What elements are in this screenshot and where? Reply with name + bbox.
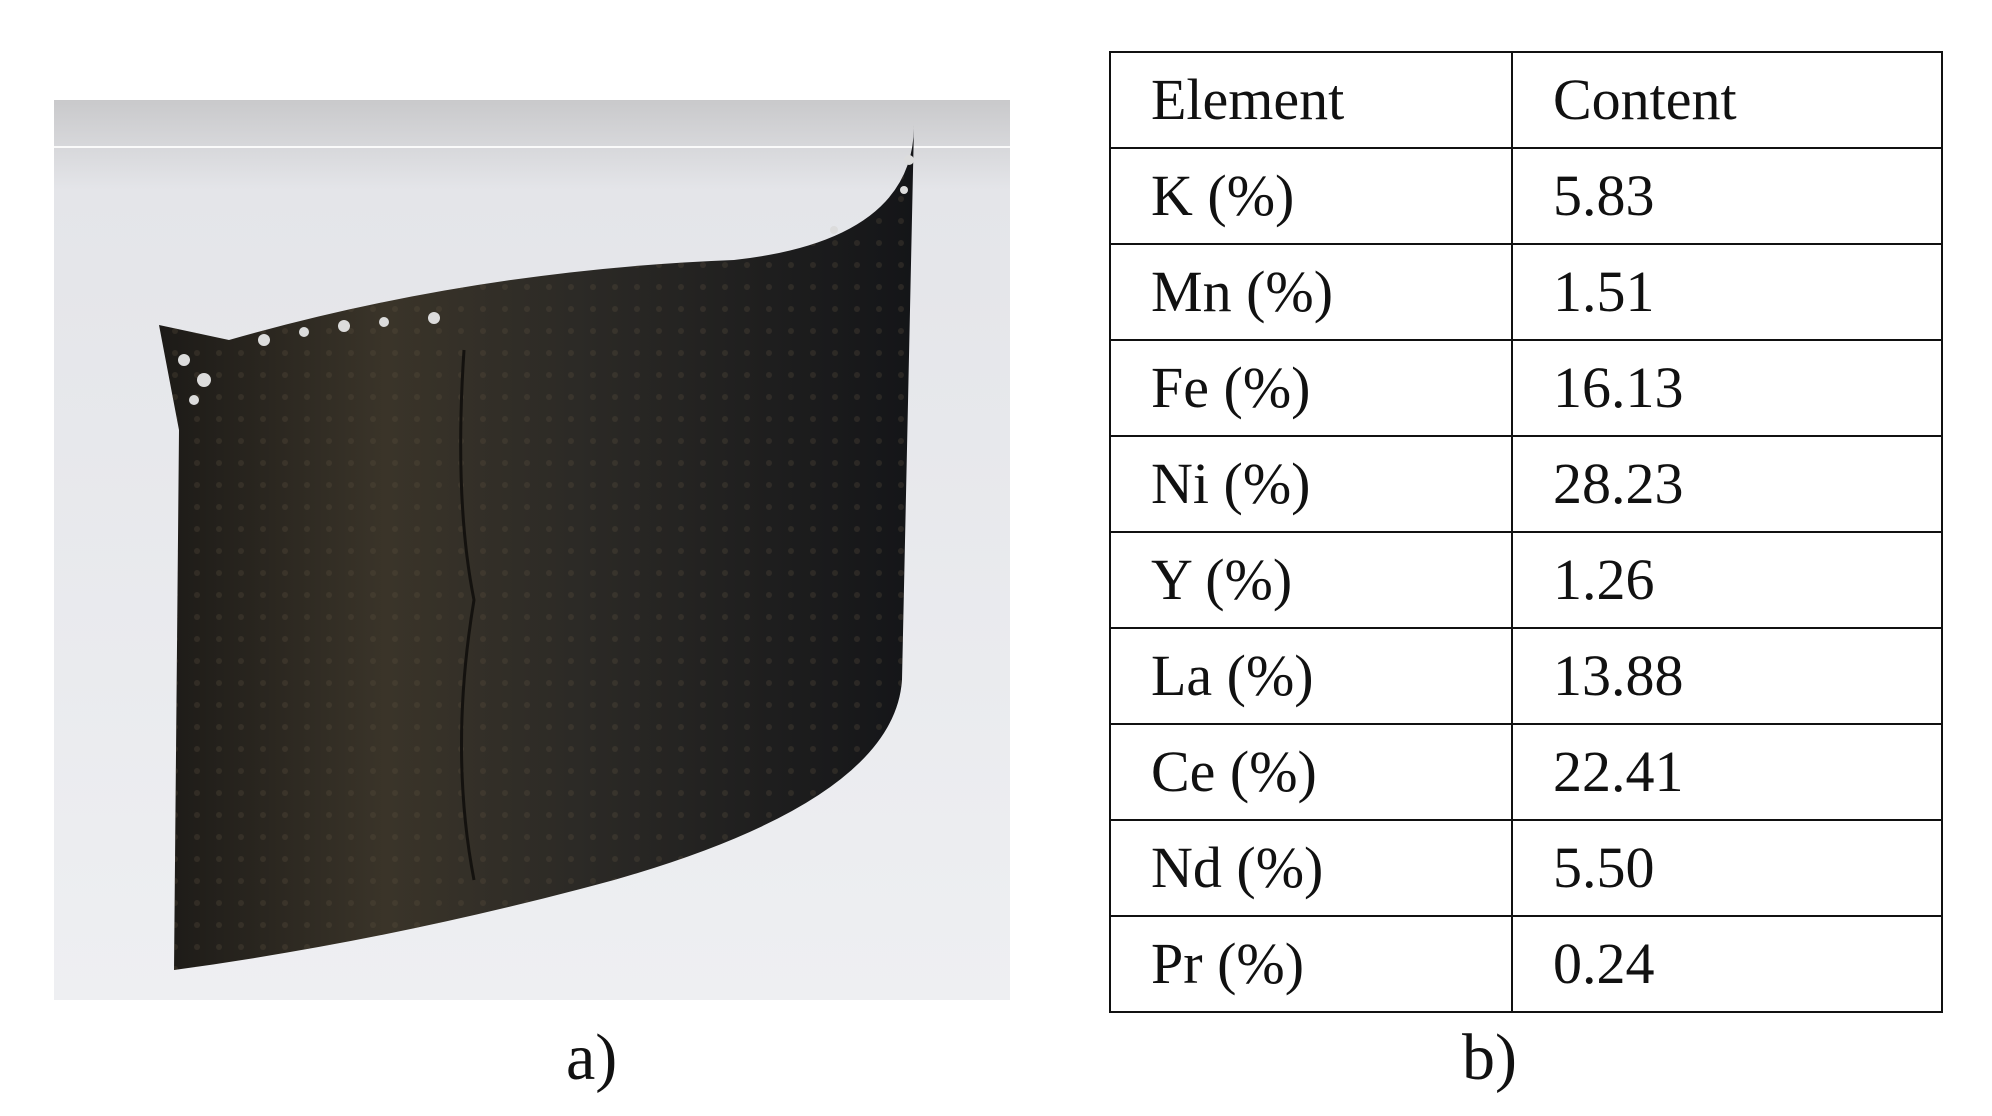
table-row-cell: 1.51 bbox=[1511, 243, 1943, 341]
table-row-cell: 13.88 bbox=[1511, 627, 1943, 725]
table-row: Pr (%) 0.24 bbox=[1109, 915, 1943, 1013]
photo bbox=[54, 100, 1010, 1000]
table-row-cell: 1.26 bbox=[1511, 531, 1943, 629]
table-row-cell: 28.23 bbox=[1511, 435, 1943, 533]
table-row-cell: Pr (%) bbox=[1109, 915, 1513, 1013]
table-row: Y (%) 1.26 bbox=[1109, 531, 1943, 629]
table-row: Ni (%) 28.23 bbox=[1109, 435, 1943, 533]
table-row: La (%) 13.88 bbox=[1109, 627, 1943, 725]
table-row-cell: Ce (%) bbox=[1109, 723, 1513, 821]
panel-label: a) bbox=[566, 1021, 618, 1094]
composition-table: Element Content K (%) 5.83 Mn (%) 1.51 Fe (%) 1… bbox=[1109, 51, 1943, 1013]
table-row-cell: Nd (%) bbox=[1109, 819, 1513, 917]
table-row: K (%) 5.83 bbox=[1109, 147, 1943, 245]
header-row: Element Content bbox=[1109, 51, 1943, 149]
header-row-cell: Element bbox=[1109, 51, 1513, 149]
table-row-cell: 16.13 bbox=[1511, 339, 1943, 437]
table-row: Nd (%) 5.50 bbox=[1109, 819, 1943, 917]
table-row-cell: Mn (%) bbox=[1109, 243, 1513, 341]
table-row: Ce (%) 22.41 bbox=[1109, 723, 1943, 821]
table-row: Fe (%) 16.13 bbox=[1109, 339, 1943, 437]
table-row-cell: 5.83 bbox=[1511, 147, 1943, 245]
table-row-cell: 0.24 bbox=[1511, 915, 1943, 1013]
panel-label: b) bbox=[1462, 1021, 1517, 1094]
table-row-cell: Fe (%) bbox=[1109, 339, 1513, 437]
table-row-cell: La (%) bbox=[1109, 627, 1513, 725]
header-row-cell: Content bbox=[1511, 51, 1943, 149]
table-row-cell: Y (%) bbox=[1109, 531, 1513, 629]
table-row-cell: 22.41 bbox=[1511, 723, 1943, 821]
table-row: Mn (%) 1.51 bbox=[1109, 243, 1943, 341]
table-row-cell: Ni (%) bbox=[1109, 435, 1513, 533]
table-row-cell: K (%) bbox=[1109, 147, 1513, 245]
table-row-cell: 5.50 bbox=[1511, 819, 1943, 917]
